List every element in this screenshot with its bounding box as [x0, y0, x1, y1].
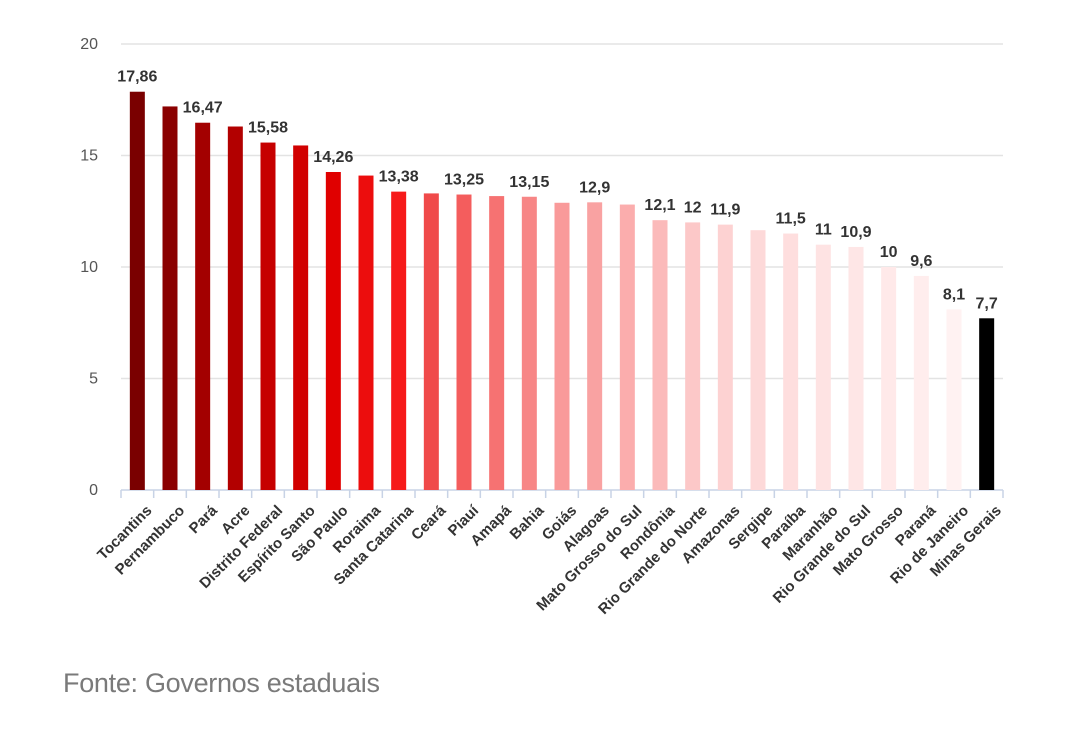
data-label: 12 [684, 199, 702, 216]
bar [946, 309, 962, 490]
data-label: 10 [880, 244, 898, 261]
bar [489, 196, 505, 490]
data-label: 15,58 [248, 120, 288, 137]
data-label: 13,25 [444, 172, 484, 189]
data-label: 14,26 [313, 149, 353, 166]
y-tick-label: 10 [80, 259, 98, 276]
y-tick-label: 0 [89, 482, 98, 499]
bar [227, 126, 243, 490]
bar [554, 202, 570, 490]
data-label: 8,1 [943, 286, 965, 303]
bar [456, 194, 472, 490]
data-label: 9,6 [910, 253, 932, 270]
bar [358, 175, 374, 490]
bar [162, 106, 178, 490]
bar [587, 202, 603, 490]
bar [717, 224, 733, 490]
data-label: 12,1 [644, 197, 675, 214]
data-label: 10,9 [840, 224, 871, 241]
y-tick-label: 15 [80, 148, 98, 165]
bar [979, 318, 995, 490]
bar [881, 267, 897, 490]
y-tick-label: 20 [80, 36, 98, 53]
bar [913, 275, 929, 490]
bar [129, 91, 145, 491]
bar [652, 220, 668, 491]
data-label: 13,38 [379, 169, 419, 186]
bar [685, 222, 701, 490]
x-tick-label: Pará [186, 502, 221, 537]
bar [521, 196, 537, 490]
data-label: 12,9 [579, 179, 610, 196]
x-tick-label: Ceará [408, 502, 450, 544]
bar [391, 191, 407, 490]
y-tick-label: 5 [89, 371, 98, 388]
bar [815, 244, 831, 490]
data-label: 11,9 [710, 202, 740, 219]
bar [750, 230, 766, 490]
bar [848, 246, 864, 490]
source-note: Fonte: Governos estaduais [63, 668, 380, 698]
x-tick-label: Bahia [507, 502, 548, 543]
data-label: 7,7 [976, 295, 998, 312]
data-label: 13,15 [509, 174, 549, 191]
bar [619, 204, 635, 490]
bar [293, 145, 309, 490]
bar [783, 233, 799, 491]
bar [423, 193, 439, 490]
data-label: 16,47 [183, 100, 223, 117]
data-label: 17,86 [117, 69, 157, 86]
data-label: 11,5 [776, 211, 806, 228]
bar [325, 172, 341, 490]
bar [260, 142, 276, 491]
bar [195, 122, 211, 491]
data-label: 11 [815, 222, 832, 239]
